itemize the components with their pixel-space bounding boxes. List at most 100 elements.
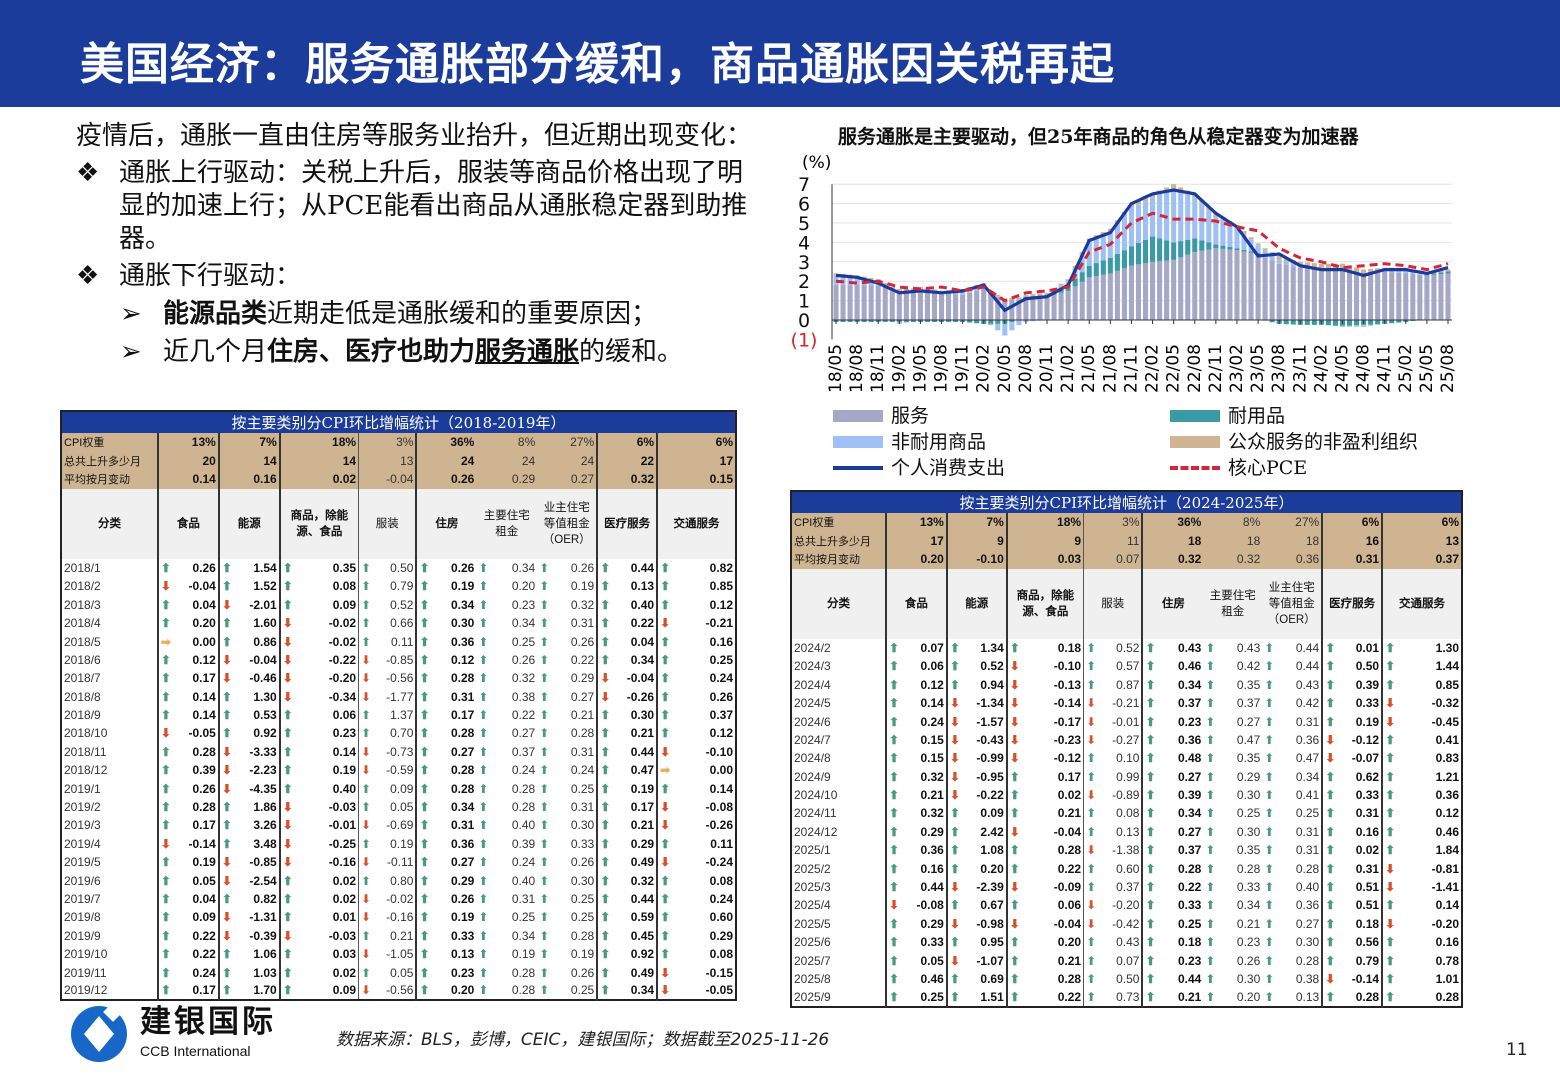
data-cell: ⬆ 0.26	[537, 963, 597, 981]
page-title: 美国经济：服务通胀部分缓和，商品通胀因关税再起	[80, 39, 1115, 90]
row-date: 2018/12	[64, 763, 108, 778]
summary-row: CPI权重 13% 7% 18% 3% 36% 8% 27% 6% 6%	[61, 433, 736, 452]
arrow-up-icon: ⬆	[160, 744, 171, 759]
data-cell: ⬆ 0.44	[884, 877, 947, 897]
cell-content: ⬆ 0.36	[1264, 898, 1319, 912]
cell-value: -0.01	[328, 818, 357, 833]
arrow-up-icon: ⬆	[1205, 696, 1216, 711]
arrow-up-icon: ⬆	[1325, 935, 1336, 950]
cell-value: 0.29	[709, 928, 733, 943]
summary-value: 6%	[1381, 513, 1462, 532]
cell-value: 1.34	[980, 640, 1004, 655]
cell-content: ⬇ -0.16	[283, 855, 356, 869]
arrow-down-icon: ⬇	[361, 689, 372, 704]
bar-非耐用商品	[1002, 323, 1008, 336]
cell-value: 1.54	[253, 560, 277, 575]
summary-value: 8%	[476, 433, 538, 452]
arrow-up-icon: ⬆	[361, 928, 372, 943]
cell-content: ⬆ 0.49	[600, 966, 654, 980]
bar-服务	[981, 288, 987, 320]
arrow-down-icon: ⬇	[361, 892, 372, 906]
row-date: 2019/3	[64, 818, 101, 833]
cell-content: ⬆ 0.14	[161, 690, 216, 704]
data-cell: ⬆ 0.34	[1203, 896, 1262, 914]
cell-content: ⬆ 0.40	[478, 818, 535, 832]
cell-content: ⬆ 1.44	[1385, 659, 1459, 673]
data-cell: ⬇ -0.12	[1321, 730, 1383, 750]
arrow-up-icon: ⬆	[282, 726, 293, 741]
cell-value: 0.20	[451, 983, 475, 998]
data-cell: ⬆ 0.14	[656, 779, 736, 798]
data-cell: ⬇ -0.56	[358, 669, 417, 688]
arrow-up-icon: ⬆	[1264, 714, 1275, 729]
bar-公众服务的非盈利组织	[882, 283, 888, 286]
table-row: 2018/12 ⬆ 0.39 ⬇ -2.23 ⬆ 0.19 ⬇ -0.59 ⬆ 0.28 ⬆ 0.24 ⬆…	[61, 761, 736, 780]
cell-content: ⬆ 0.05	[161, 874, 216, 888]
arrow-up-icon: ⬆	[361, 560, 372, 575]
cell-content: ⬆ 0.28	[419, 782, 474, 796]
arrow-up-icon: ⬆	[282, 781, 293, 796]
arrow-up-icon: ⬆	[221, 634, 232, 649]
data-cell: ⬆ 1.30	[217, 687, 280, 706]
data-cell: ⬆ 0.22	[1005, 859, 1084, 878]
bar-服务	[882, 287, 888, 320]
data-cell: ⬆ 0.16	[884, 859, 947, 878]
legend-item: 个人消费支出	[833, 457, 1005, 479]
data-cell: ⬇ -0.05	[156, 724, 219, 743]
cell-value: 0.29	[920, 916, 944, 931]
bar-服务	[1107, 273, 1113, 320]
cell-value: -0.81	[1431, 861, 1459, 876]
cell-content: ⬆ 0.44	[600, 745, 654, 759]
cell-value: 0.07	[920, 640, 944, 655]
bar-耐用品	[1107, 257, 1113, 274]
cell-value: -0.10	[1053, 659, 1082, 674]
row-date: 2025/1	[794, 843, 831, 858]
table-row: 2024/10 ⬆ 0.21 ⬇ -0.22 ⬆ 0.02 ⬇ -0.89 ⬆ 0.39 ⬆ 0.30 ⬆…	[791, 785, 1462, 805]
data-cell: ⬇ -0.17	[1005, 712, 1084, 731]
cell-content: ⬆ 0.21	[539, 708, 594, 722]
arrow-down-icon: ⬇	[361, 910, 372, 925]
cell-content: ⬇ -3.33	[222, 745, 277, 759]
arrow-up-icon: ⬆	[1205, 989, 1216, 1004]
bar-服务	[854, 285, 860, 320]
cell-value: 0.02	[1355, 843, 1380, 858]
cell-content: ⬆ 0.34	[478, 561, 535, 575]
cell-value: 0.39	[192, 763, 216, 778]
cell-content: ⬆ 0.26	[419, 892, 474, 906]
arrow-up-icon: ⬆	[888, 732, 899, 747]
data-cell: ⬇ -0.85	[217, 853, 280, 872]
data-cell: ⬇ -0.20	[1083, 896, 1143, 915]
data-cell: ⬆ 0.31	[537, 614, 597, 632]
cell-value: 0.21	[390, 928, 414, 943]
cell-content: ⬇ -0.81	[1385, 862, 1459, 876]
arrow-up-icon: ⬆	[600, 652, 611, 667]
cell-content: ⬇ -0.17	[1010, 715, 1081, 729]
cell-value: -0.85	[386, 652, 414, 667]
arrow-down-icon: ⬇	[600, 671, 611, 686]
bar-服务	[875, 285, 881, 320]
bar-公众服务的非盈利组织	[1037, 293, 1043, 296]
cell-content: ⬆ 0.30	[1205, 825, 1260, 839]
cell-value: 2.42	[980, 824, 1004, 839]
cell-content: ⬆ 0.35	[1205, 678, 1260, 692]
cell-content: ⬇ -0.26	[600, 690, 654, 704]
cell-value: 0.22	[511, 708, 536, 723]
cell-content: ⬆ 0.16	[889, 862, 944, 876]
cell-value: 0.30	[451, 616, 475, 631]
bar-耐用品	[1368, 320, 1374, 325]
data-cell: ⬆ 0.32	[596, 871, 658, 890]
data-cell: ⬆ 0.40	[1262, 878, 1322, 896]
cell-value: 0.45	[630, 928, 655, 943]
cell-value: 0.24	[920, 714, 944, 729]
cell-value: 0.26	[570, 965, 595, 980]
cell-content: ⬆ 0.25	[1145, 917, 1201, 931]
cell-content: ⬇ -0.10	[1010, 659, 1081, 673]
cell-content: ⬆ 0.24	[478, 763, 535, 777]
cell-value: 0.36	[1435, 788, 1459, 803]
arrow-up-icon: ⬆	[1145, 953, 1156, 968]
cell-content: ⬆ 0.56	[1325, 935, 1379, 949]
data-cell: ⬆ 0.27	[1141, 767, 1204, 786]
bar-服务	[1100, 274, 1106, 320]
cell-content: ⬆ 0.26	[539, 635, 594, 649]
row-date: 2018/2	[64, 579, 101, 594]
